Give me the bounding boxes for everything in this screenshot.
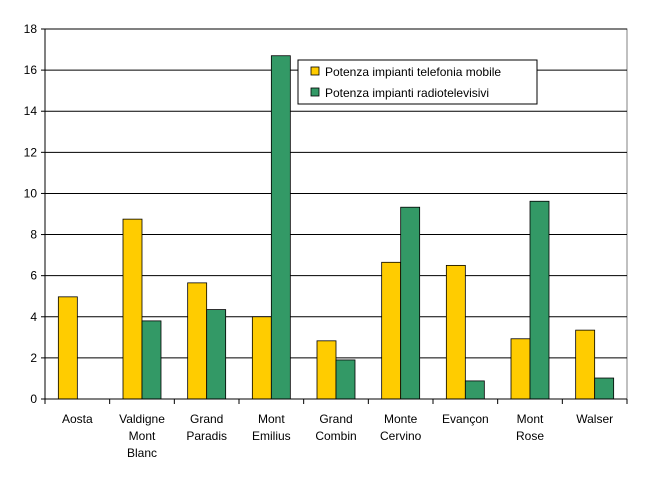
x-tick-label: Blanc bbox=[127, 446, 157, 460]
bar-mobile bbox=[122, 218, 143, 400]
x-tick-label: Combin bbox=[315, 429, 356, 443]
x-tick-label: Mont bbox=[517, 412, 544, 426]
x-tick-label: Rose bbox=[516, 429, 544, 443]
x-tick-label: Mont bbox=[129, 429, 156, 443]
bar-radiotv bbox=[141, 320, 162, 400]
bar-mobile bbox=[575, 329, 596, 400]
x-tick-labels: Aosta Valdigne Mont Blanc Grand Paradis Mont Em… bbox=[62, 412, 613, 460]
bar-radiotv bbox=[464, 380, 485, 400]
y-tick-label: 18 bbox=[24, 22, 38, 36]
bar-mobile bbox=[57, 296, 78, 400]
x-tick-label: Paradis bbox=[186, 429, 227, 443]
legend-swatch-mobile bbox=[310, 66, 320, 76]
legend: Potenza impianti telefonia mobile Potenz… bbox=[297, 59, 538, 105]
bar-radiotv bbox=[206, 309, 227, 400]
x-tick-label: Mont bbox=[258, 412, 285, 426]
legend-swatch-radiotv bbox=[310, 87, 320, 97]
x-tick-label: Valdigne bbox=[119, 412, 165, 426]
y-tick-label: 0 bbox=[30, 392, 37, 406]
y-tick-label: 12 bbox=[24, 145, 38, 159]
axes bbox=[41, 28, 628, 404]
x-tick-label: Emilius bbox=[252, 429, 291, 443]
bar-radiotv bbox=[594, 377, 615, 400]
y-tick-label: 2 bbox=[30, 351, 37, 365]
y-tick-label: 6 bbox=[30, 269, 37, 283]
x-tick-label: Evançon bbox=[442, 412, 489, 426]
x-tick-label: Grand bbox=[190, 412, 223, 426]
x-tick-label: Aosta bbox=[62, 412, 93, 426]
bar-mobile bbox=[251, 316, 272, 400]
bar-radiotv bbox=[335, 359, 356, 400]
legend-box bbox=[297, 59, 538, 105]
x-tick-label: Grand bbox=[319, 412, 352, 426]
bar-mobile bbox=[316, 340, 337, 400]
x-tick-label: Cervino bbox=[380, 429, 422, 443]
bar-radiotv bbox=[529, 200, 550, 400]
bar-mobile bbox=[510, 338, 531, 400]
y-tick-label: 14 bbox=[24, 104, 38, 118]
bar-mobile bbox=[187, 282, 208, 400]
y-tick-label: 8 bbox=[30, 228, 37, 242]
bar-mobile bbox=[445, 264, 466, 400]
y-tick-labels: 0 2 4 6 8 10 12 14 16 18 bbox=[24, 22, 38, 406]
legend-label-mobile: Potenza impianti telefonia mobile bbox=[325, 65, 501, 79]
y-tick-label: 16 bbox=[24, 63, 38, 77]
x-tick-label: Walser bbox=[576, 412, 613, 426]
bars bbox=[57, 55, 615, 400]
bar-radiotv bbox=[400, 206, 421, 400]
legend-label-radiotv: Potenza impianti radiotelevisivi bbox=[325, 86, 489, 100]
y-tick-label: 4 bbox=[30, 310, 37, 324]
y-tick-label: 10 bbox=[24, 186, 38, 200]
bar-radiotv bbox=[270, 55, 291, 400]
x-tick-label: Monte bbox=[384, 412, 418, 426]
bar-mobile bbox=[381, 261, 402, 400]
